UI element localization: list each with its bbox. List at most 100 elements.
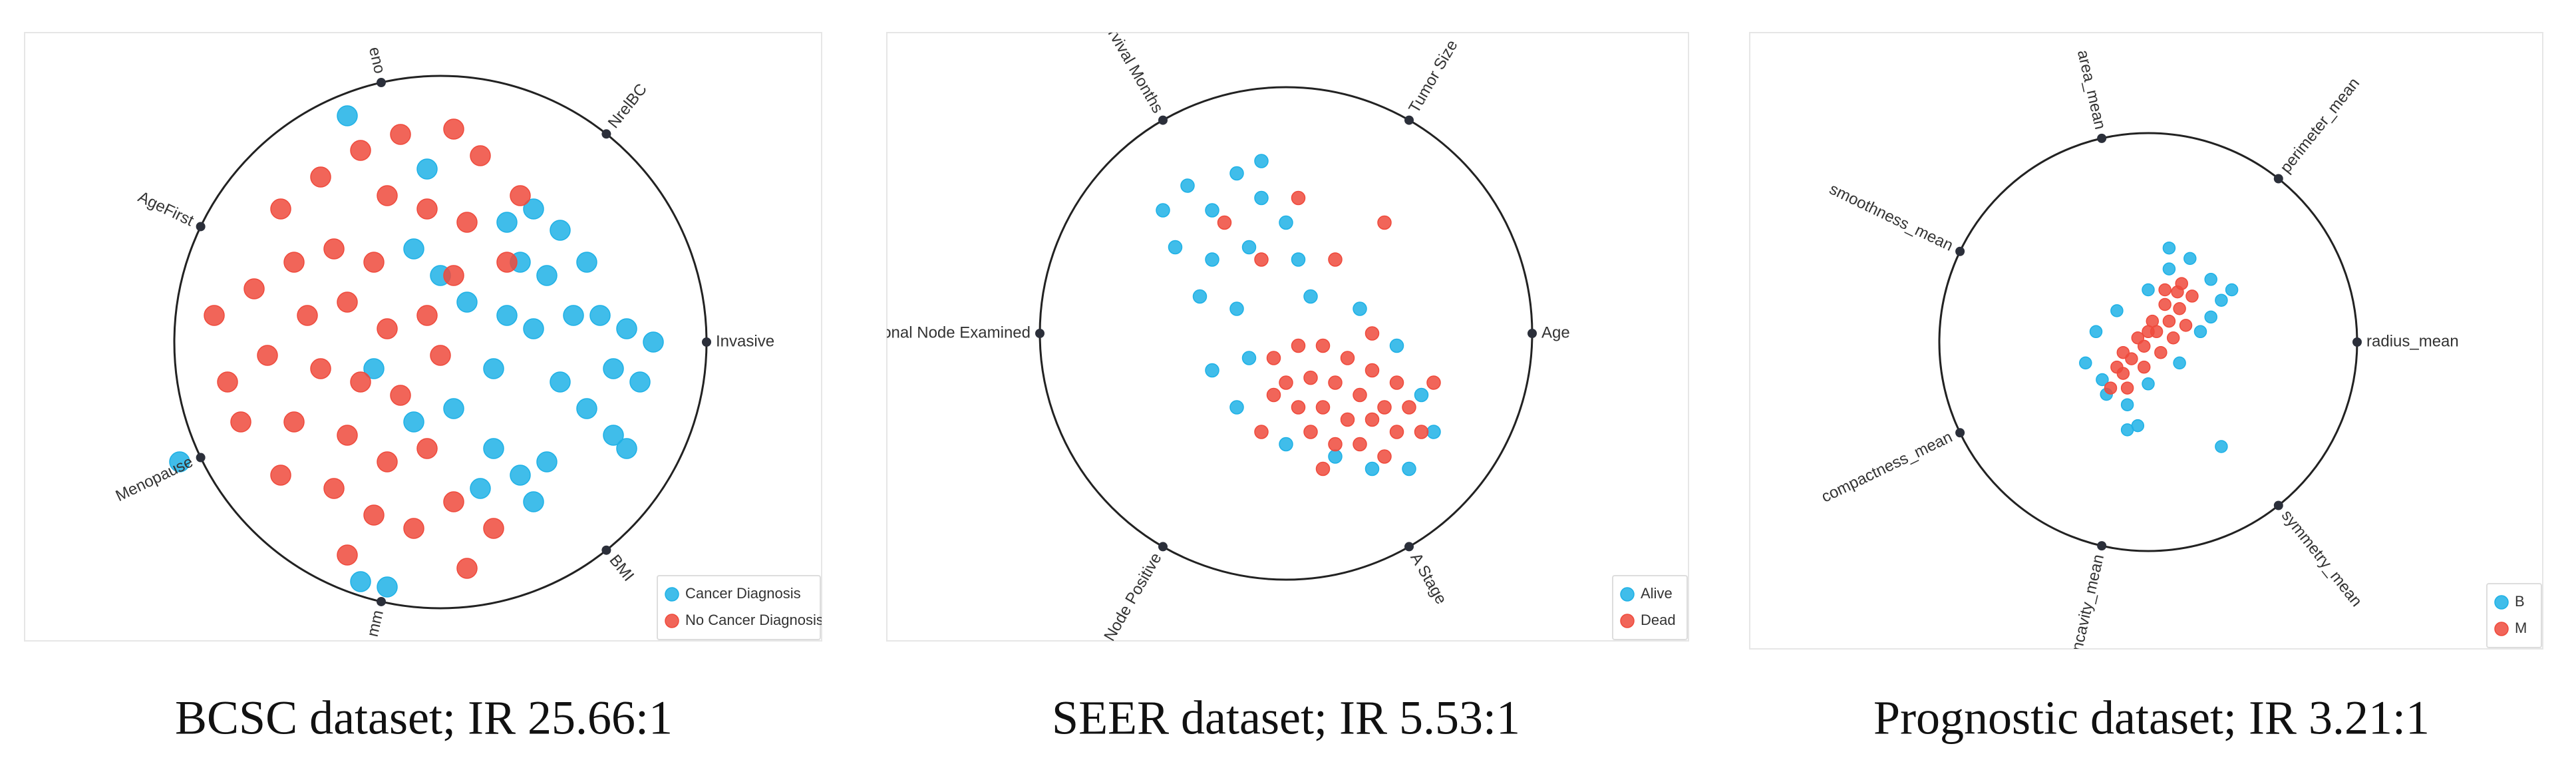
- point: [377, 451, 398, 473]
- point: [377, 576, 398, 598]
- point: [2183, 252, 2197, 266]
- point: [629, 371, 651, 393]
- point: [1266, 387, 1281, 403]
- point: [2225, 283, 2239, 297]
- point: [1205, 203, 1219, 218]
- point: [510, 465, 531, 486]
- point: [1365, 363, 1380, 378]
- point: [1328, 449, 1343, 464]
- point: [443, 491, 464, 512]
- point: [2120, 423, 2134, 437]
- point: [616, 438, 637, 459]
- anchor-dot: [1528, 329, 1537, 338]
- legend-label: No Cancer Diagnosis: [685, 612, 824, 628]
- anchor-dot: [601, 545, 611, 555]
- point: [443, 118, 464, 140]
- point: [603, 425, 624, 446]
- legend-label: B: [2515, 593, 2525, 610]
- legend-box: [657, 575, 821, 640]
- point: [350, 371, 371, 393]
- point: [1340, 351, 1355, 365]
- point: [204, 305, 225, 326]
- anchor-dot: [1158, 542, 1168, 552]
- point: [2142, 283, 2155, 297]
- point: [1254, 425, 1269, 439]
- point: [297, 305, 318, 326]
- caption: BCSC dataset; IR 25.66:1: [175, 691, 673, 745]
- point: [283, 411, 305, 433]
- point: [1229, 166, 1244, 181]
- anchor-dot: [702, 337, 711, 347]
- anchor-dot: [376, 78, 386, 88]
- point: [1241, 240, 1257, 255]
- anchor-dot: [1035, 329, 1045, 338]
- point: [1389, 338, 1404, 353]
- point: [496, 212, 518, 233]
- point: [2193, 325, 2207, 339]
- point: [2116, 345, 2130, 359]
- point: [1241, 351, 1257, 365]
- legend-swatch: [2494, 622, 2509, 636]
- point: [2173, 302, 2186, 315]
- point: [1279, 375, 1293, 390]
- chart-panel: radius_meanperimeter_meanarea_meansmooth…: [1749, 32, 2543, 745]
- point: [523, 491, 544, 512]
- point: [1426, 375, 1441, 390]
- point: [2096, 373, 2109, 387]
- panel-frame: [24, 32, 822, 642]
- anchor-dot: [1404, 115, 1414, 125]
- anchor-dot: [196, 222, 206, 232]
- point: [169, 451, 190, 473]
- point: [2204, 310, 2217, 324]
- point: [363, 358, 385, 379]
- point: [470, 478, 491, 499]
- point: [1402, 400, 1416, 415]
- point: [2120, 398, 2134, 411]
- point: [1279, 437, 1293, 452]
- point: [377, 185, 398, 206]
- point: [1291, 252, 1306, 267]
- point: [1315, 400, 1331, 415]
- point: [1303, 425, 1318, 439]
- anchor-dot: [196, 453, 206, 463]
- point: [1303, 370, 1318, 385]
- point: [536, 451, 558, 473]
- point: [1365, 326, 1380, 341]
- point: [2162, 314, 2176, 328]
- anchor-dot: [601, 129, 611, 139]
- legend-swatch: [665, 587, 679, 602]
- point: [496, 305, 518, 326]
- point: [2142, 377, 2155, 391]
- point: [1414, 425, 1429, 439]
- point: [523, 198, 544, 220]
- legend-swatch: [665, 614, 679, 628]
- point: [2154, 345, 2168, 359]
- point: [1254, 190, 1269, 206]
- point: [1229, 301, 1244, 316]
- point: [1291, 338, 1306, 353]
- point: [2142, 325, 2155, 339]
- point: [1340, 412, 1355, 427]
- point: [2158, 283, 2172, 297]
- point: [310, 166, 331, 188]
- point: [1377, 400, 1392, 415]
- anchor-dot: [1158, 115, 1168, 125]
- point: [403, 518, 424, 539]
- point: [243, 278, 265, 299]
- point: [1254, 252, 1269, 267]
- point: [1365, 461, 1380, 477]
- point: [2185, 289, 2199, 303]
- point: [323, 238, 345, 260]
- point: [1353, 437, 1367, 452]
- point: [2204, 273, 2217, 286]
- point: [323, 478, 345, 499]
- point: [576, 252, 597, 273]
- point: [1328, 437, 1343, 452]
- point: [1328, 375, 1343, 390]
- point: [496, 252, 518, 273]
- legend-swatch: [1620, 614, 1635, 628]
- point: [1353, 301, 1367, 316]
- point: [416, 198, 438, 220]
- point: [1315, 338, 1331, 353]
